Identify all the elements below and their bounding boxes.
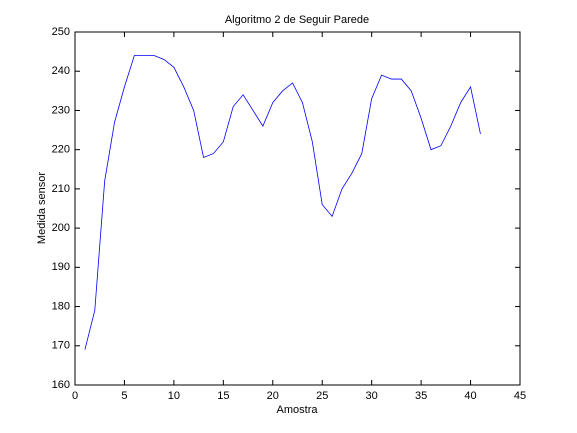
y-tick-label: 230 xyxy=(52,104,70,116)
y-tick-label: 210 xyxy=(52,183,70,195)
y-tick-label: 250 xyxy=(52,26,70,38)
x-tick-label: 10 xyxy=(168,390,180,402)
y-tick-label: 180 xyxy=(52,300,70,312)
plot-frame xyxy=(74,31,521,386)
y-tick-label: 220 xyxy=(52,144,70,156)
y-tick-label: 200 xyxy=(52,222,70,234)
chart-title: Algoritmo 2 de Seguir Parede xyxy=(225,14,369,26)
y-tick-label: 160 xyxy=(52,379,70,391)
x-tick-label: 25 xyxy=(316,390,328,402)
x-tick-label: 45 xyxy=(514,390,526,402)
x-tick-label: 0 xyxy=(72,390,78,402)
x-tick-label: 35 xyxy=(415,390,427,402)
y-axis-label: Medida sensor xyxy=(36,172,48,244)
data-line xyxy=(84,55,481,350)
x-tick-label: 15 xyxy=(217,390,229,402)
y-tick-label: 190 xyxy=(52,261,70,273)
x-tick-label: 30 xyxy=(366,390,378,402)
x-tick-label: 20 xyxy=(267,390,279,402)
x-axis-label: Amostra xyxy=(277,404,319,416)
y-tick-label: 170 xyxy=(52,340,70,352)
x-tick-label: 5 xyxy=(121,390,127,402)
x-tick-label: 40 xyxy=(464,390,476,402)
y-tick-label: 240 xyxy=(52,65,70,77)
